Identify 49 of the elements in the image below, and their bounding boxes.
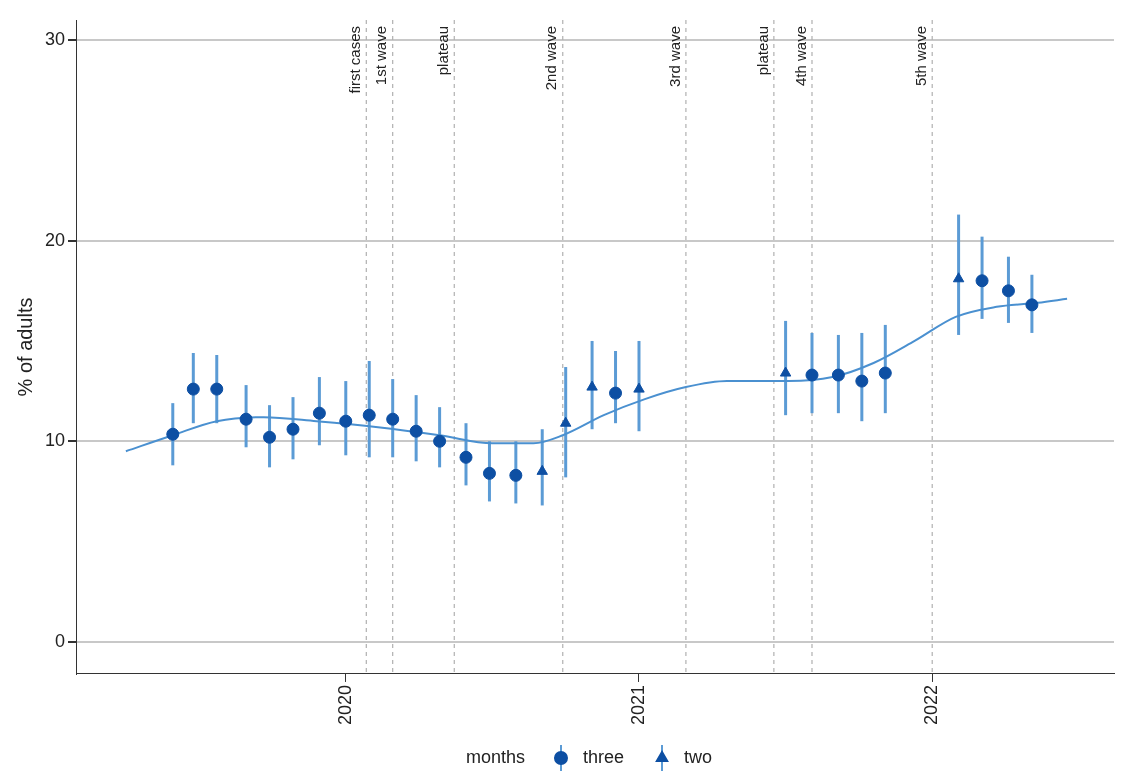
point bbox=[312, 406, 326, 420]
x-tick-label: 2022 bbox=[921, 684, 942, 725]
point bbox=[633, 382, 645, 393]
ref-line-label: 2nd wave bbox=[542, 26, 560, 91]
point bbox=[855, 374, 869, 388]
point bbox=[239, 412, 253, 426]
point bbox=[586, 380, 598, 391]
x-tick-label: 2021 bbox=[627, 684, 648, 725]
x-tick-label: 2020 bbox=[334, 684, 355, 725]
point bbox=[433, 434, 447, 448]
point bbox=[878, 366, 892, 380]
y-axis-title: % of adults bbox=[13, 297, 36, 397]
point bbox=[509, 468, 523, 482]
point bbox=[1001, 284, 1015, 298]
point bbox=[186, 382, 200, 396]
point bbox=[286, 422, 300, 436]
y-tick-label: 10 bbox=[44, 430, 66, 451]
line-series bbox=[124, 297, 1069, 453]
ref-line-label: 4th wave bbox=[791, 26, 809, 87]
point bbox=[362, 408, 376, 422]
ref-line-label: first cases bbox=[345, 26, 363, 94]
point bbox=[779, 366, 792, 377]
ref-line-label: 3rd wave bbox=[665, 26, 683, 87]
legend-label: two bbox=[684, 746, 713, 767]
point bbox=[609, 386, 623, 400]
point bbox=[263, 430, 277, 444]
point bbox=[831, 368, 845, 382]
point bbox=[536, 464, 548, 475]
point bbox=[559, 416, 572, 427]
ref-line-label: plateau bbox=[433, 26, 451, 76]
y-tick-label: 0 bbox=[55, 630, 66, 651]
y-tick-label: 20 bbox=[44, 229, 66, 250]
point bbox=[166, 427, 180, 441]
point bbox=[1025, 298, 1039, 312]
ref-line-label: plateau bbox=[753, 26, 771, 76]
legend-title: months bbox=[465, 746, 525, 767]
point bbox=[459, 450, 473, 464]
legend-label: three bbox=[582, 746, 625, 767]
point bbox=[339, 414, 353, 428]
point bbox=[805, 368, 819, 382]
point bbox=[975, 274, 989, 288]
point bbox=[409, 424, 423, 438]
point bbox=[482, 466, 496, 480]
point bbox=[210, 382, 224, 396]
ref-line-label: 5th wave bbox=[911, 26, 929, 87]
ref-line-label: 1st wave bbox=[372, 26, 390, 86]
point bbox=[386, 412, 400, 426]
y-tick-label: 30 bbox=[44, 29, 66, 50]
point bbox=[952, 272, 965, 283]
